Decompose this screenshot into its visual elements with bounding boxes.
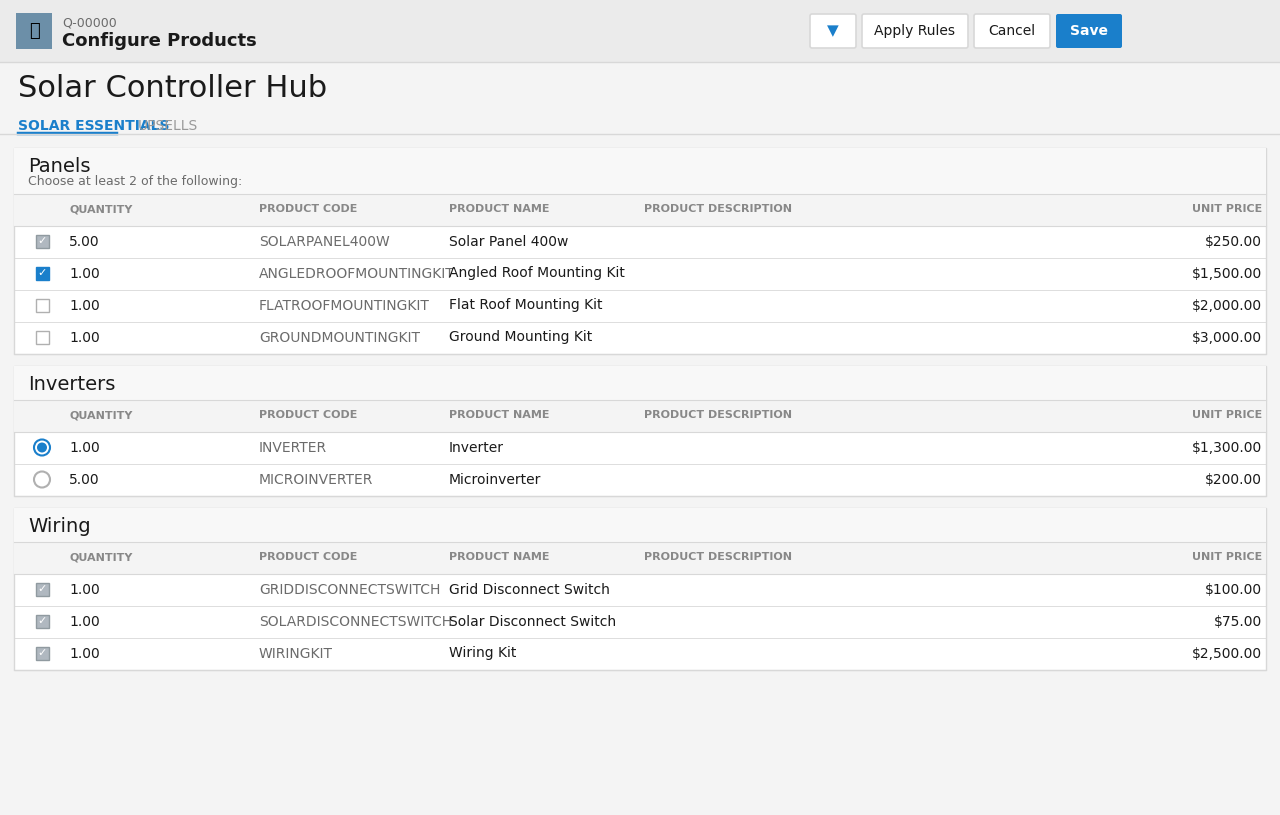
Text: 🔧: 🔧: [28, 22, 40, 40]
Bar: [0, 0, 1280, 62]
Bar: [36, 647, 49, 660]
Text: $75.00: $75.00: [1213, 615, 1262, 628]
Text: ANGLEDROOFMOUNTINGKIT: ANGLEDROOFMOUNTINGKIT: [259, 267, 454, 280]
Text: UPSELLS: UPSELLS: [138, 119, 198, 133]
Text: SOLAR ESSENTIALS: SOLAR ESSENTIALS: [18, 119, 169, 133]
Text: PRODUCT DESCRIPTION: PRODUCT DESCRIPTION: [644, 553, 792, 562]
Text: Microinverter: Microinverter: [449, 473, 541, 487]
Text: $3,000.00: $3,000.00: [1192, 331, 1262, 345]
Bar: [36, 299, 49, 312]
Text: Solar Controller Hub: Solar Controller Hub: [18, 74, 328, 103]
Text: 1.00: 1.00: [69, 615, 100, 628]
Text: Solar Panel 400w: Solar Panel 400w: [449, 235, 568, 249]
Text: 1.00: 1.00: [69, 331, 100, 345]
FancyBboxPatch shape: [1056, 14, 1123, 48]
Text: SOLARDISCONNECTSWITCH: SOLARDISCONNECTSWITCH: [259, 615, 452, 628]
FancyBboxPatch shape: [861, 14, 968, 48]
Text: ✓: ✓: [37, 616, 46, 626]
Text: Panels: Panels: [28, 157, 91, 177]
FancyBboxPatch shape: [974, 14, 1050, 48]
Text: $200.00: $200.00: [1204, 473, 1262, 487]
Text: Flat Roof Mounting Kit: Flat Roof Mounting Kit: [449, 298, 603, 312]
Text: Choose at least 2 of the following:: Choose at least 2 of the following:: [28, 175, 242, 188]
Text: SOLARPANEL400W: SOLARPANEL400W: [259, 235, 389, 249]
Text: 1.00: 1.00: [69, 583, 100, 597]
Text: PRODUCT NAME: PRODUCT NAME: [449, 205, 549, 214]
Bar: [14, 365, 1266, 399]
Text: Wiring Kit: Wiring Kit: [449, 646, 516, 660]
Text: PRODUCT CODE: PRODUCT CODE: [259, 553, 357, 562]
Text: $1,500.00: $1,500.00: [1192, 267, 1262, 280]
Text: WIRINGKIT: WIRINGKIT: [259, 646, 333, 660]
Text: UNIT PRICE: UNIT PRICE: [1192, 205, 1262, 214]
Text: $100.00: $100.00: [1204, 583, 1262, 597]
Text: QUANTITY: QUANTITY: [69, 553, 132, 562]
Text: Grid Disconnect Switch: Grid Disconnect Switch: [449, 583, 609, 597]
Text: INVERTER: INVERTER: [259, 440, 328, 455]
Text: ✓: ✓: [37, 584, 46, 594]
Text: Apply Rules: Apply Rules: [874, 24, 955, 38]
Text: GRIDDISCONNECTSWITCH: GRIDDISCONNECTSWITCH: [259, 583, 440, 597]
Text: 1.00: 1.00: [69, 298, 100, 312]
Text: QUANTITY: QUANTITY: [69, 411, 132, 421]
Bar: [14, 148, 1266, 354]
Text: GROUNDMOUNTINGKIT: GROUNDMOUNTINGKIT: [259, 331, 420, 345]
Bar: [36, 331, 49, 344]
Text: MICROINVERTER: MICROINVERTER: [259, 473, 374, 487]
Text: PRODUCT DESCRIPTION: PRODUCT DESCRIPTION: [644, 205, 792, 214]
Bar: [14, 148, 1266, 193]
Text: $250.00: $250.00: [1204, 235, 1262, 249]
Text: 5.00: 5.00: [69, 235, 100, 249]
Text: FLATROOFMOUNTINGKIT: FLATROOFMOUNTINGKIT: [259, 298, 430, 312]
Text: PRODUCT CODE: PRODUCT CODE: [259, 205, 357, 214]
Text: PRODUCT CODE: PRODUCT CODE: [259, 411, 357, 421]
Bar: [14, 508, 1266, 669]
Text: $1,300.00: $1,300.00: [1192, 440, 1262, 455]
Text: Q-00000: Q-00000: [61, 17, 116, 30]
FancyBboxPatch shape: [810, 14, 856, 48]
Text: Cancel: Cancel: [988, 24, 1036, 38]
Text: 1.00: 1.00: [69, 440, 100, 455]
Bar: [14, 365, 1266, 496]
Text: Save: Save: [1070, 24, 1108, 38]
Text: Solar Disconnect Switch: Solar Disconnect Switch: [449, 615, 616, 628]
Bar: [36, 267, 49, 280]
Text: $2,000.00: $2,000.00: [1192, 298, 1262, 312]
Text: UNIT PRICE: UNIT PRICE: [1192, 411, 1262, 421]
Text: Angled Roof Mounting Kit: Angled Roof Mounting Kit: [449, 267, 625, 280]
Text: ▼: ▼: [827, 24, 838, 38]
Bar: [14, 508, 1266, 541]
Bar: [36, 615, 49, 628]
Text: 1.00: 1.00: [69, 646, 100, 660]
Text: Inverters: Inverters: [28, 376, 115, 394]
Bar: [15, 13, 52, 49]
Text: Wiring: Wiring: [28, 518, 91, 536]
Circle shape: [37, 443, 47, 452]
Text: ✓: ✓: [37, 268, 46, 278]
Text: PRODUCT NAME: PRODUCT NAME: [449, 411, 549, 421]
Text: Inverter: Inverter: [449, 440, 504, 455]
Text: UNIT PRICE: UNIT PRICE: [1192, 553, 1262, 562]
Text: 5.00: 5.00: [69, 473, 100, 487]
Text: ✓: ✓: [37, 648, 46, 658]
Text: $2,500.00: $2,500.00: [1192, 646, 1262, 660]
Bar: [14, 399, 1266, 431]
Text: PRODUCT NAME: PRODUCT NAME: [449, 553, 549, 562]
Text: PRODUCT DESCRIPTION: PRODUCT DESCRIPTION: [644, 411, 792, 421]
Text: Configure Products: Configure Products: [61, 32, 257, 50]
Bar: [36, 235, 49, 248]
Text: Ground Mounting Kit: Ground Mounting Kit: [449, 331, 593, 345]
Text: ✓: ✓: [37, 236, 46, 246]
Bar: [36, 583, 49, 596]
Bar: [14, 193, 1266, 226]
Bar: [14, 541, 1266, 574]
Text: QUANTITY: QUANTITY: [69, 205, 132, 214]
Text: 1.00: 1.00: [69, 267, 100, 280]
